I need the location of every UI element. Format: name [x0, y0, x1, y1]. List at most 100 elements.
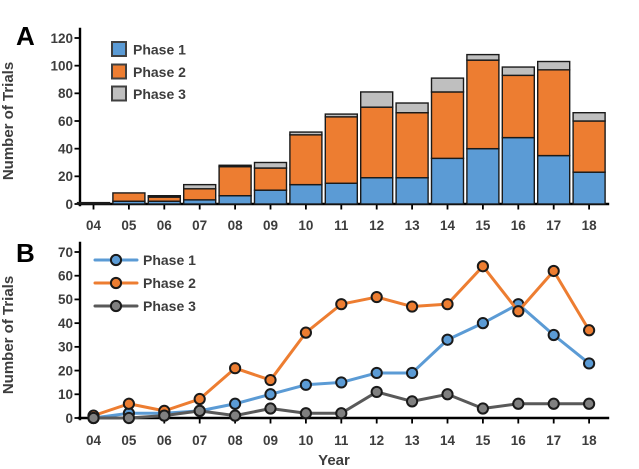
panel-b-y-axis-title: Number of Trials	[0, 276, 17, 394]
x-tick-label: 16	[511, 433, 527, 448]
data-point-marker	[158, 409, 171, 422]
data-point-marker	[335, 376, 348, 389]
legend-swatch	[111, 63, 127, 80]
bar-segment-phase-1	[501, 136, 535, 205]
bar-segment-phase-1	[466, 147, 500, 205]
bar-segment-phase-1	[430, 157, 465, 205]
x-tick-label: 05	[121, 433, 137, 448]
bar-segment-phase-2	[289, 134, 323, 186]
bar-18	[572, 111, 606, 205]
panel-a-letter: A	[16, 21, 35, 51]
x-tick-label: 17	[546, 433, 561, 448]
x-tick-label: 05	[121, 218, 137, 233]
x-tick-label: 17	[546, 218, 561, 233]
data-point-marker	[547, 328, 560, 342]
x-tick-label: 13	[405, 218, 421, 233]
data-point-marker	[335, 407, 348, 420]
y-tick-label: 40	[58, 141, 73, 156]
panel-a-y-axis-title: Number of Trials	[0, 62, 17, 180]
data-point-marker	[441, 388, 454, 401]
x-axis-title: Year	[318, 452, 350, 469]
bar-15	[466, 53, 500, 205]
bar-segment-phase-3	[289, 131, 323, 136]
x-tick-label: 04	[86, 433, 102, 448]
panel-b-chart: B Number of Trials 0 10 20 30 40 50 60 70 04 05 06…	[0, 238, 610, 469]
legend-item-phase-1: Phase 1	[93, 252, 196, 268]
data-point-marker	[476, 402, 489, 415]
x-tick-label: 06	[157, 218, 173, 233]
legend-swatch	[111, 41, 127, 57]
data-point-marker	[476, 317, 489, 330]
bar-segment-phase-2	[253, 167, 288, 191]
x-tick-label: 09	[263, 433, 278, 448]
x-tick-label: 08	[228, 433, 244, 448]
x-tick-label: 18	[582, 433, 598, 448]
legend-item-phase-1: Phase 1	[111, 41, 186, 58]
data-point-marker	[406, 300, 419, 313]
data-point-marker	[299, 378, 312, 391]
data-point-marker	[547, 264, 560, 278]
y-tick-label: 40	[58, 316, 73, 331]
bar-segment-phase-2	[466, 59, 500, 150]
y-tick-label: 30	[58, 340, 73, 355]
y-tick-label: 120	[50, 31, 73, 46]
legend-swatch	[111, 85, 127, 102]
bar-segment-phase-2	[430, 91, 465, 160]
bar-segment-phase-1	[572, 171, 606, 205]
y-tick-label: 0	[65, 411, 73, 426]
bar-segment-phase-1	[253, 189, 288, 205]
bar-segment-phase-3	[430, 77, 465, 93]
bar-segment-phase-2	[537, 69, 571, 157]
x-tick-label: 11	[334, 433, 349, 448]
data-point-marker	[335, 298, 348, 311]
bar-segment-phase-2	[218, 165, 252, 197]
x-tick-label: 18	[582, 218, 598, 233]
y-tick-label: 80	[58, 86, 73, 101]
bar-09	[253, 161, 288, 205]
bar-segment-phase-1	[360, 177, 394, 205]
data-point-marker	[264, 388, 277, 401]
bar-17	[537, 60, 571, 205]
y-tick-label: 100	[50, 58, 73, 73]
bar-13	[395, 102, 429, 205]
bar-segment-phase-3	[501, 66, 535, 77]
bar-12	[360, 91, 394, 205]
data-point-marker	[583, 397, 596, 410]
x-tick-label: 13	[405, 433, 421, 448]
x-tick-label: 11	[334, 218, 349, 233]
legend-label: Phase 1	[133, 42, 186, 58]
bar-04	[76, 201, 111, 205]
legend-item-phase-2: Phase 2	[93, 275, 196, 291]
bar-segment-phase-3	[324, 113, 358, 118]
bar-segment-phase-1	[324, 182, 358, 205]
data-point-marker	[122, 397, 135, 410]
y-tick-label: 50	[58, 292, 73, 307]
bar-08	[218, 164, 252, 205]
bar-11	[324, 113, 358, 205]
data-point-marker	[264, 373, 277, 387]
data-point-marker	[406, 395, 419, 408]
data-point-marker	[229, 397, 242, 410]
data-point-marker	[441, 298, 454, 311]
data-point-marker	[370, 366, 383, 380]
bar-segment-phase-3	[360, 91, 394, 108]
bar-segment-phase-2	[501, 74, 535, 139]
legend: Phase 1 Phase 2 Phase 3	[111, 41, 186, 102]
y-tick-label: 20	[58, 363, 73, 378]
bar-segment-phase-2	[360, 106, 394, 179]
data-point-marker	[370, 290, 383, 304]
bar-segment-phase-3	[537, 60, 571, 71]
data-point-marker	[229, 362, 242, 375]
x-tick-label: 07	[192, 218, 207, 233]
x-tick-label: 06	[157, 433, 173, 448]
data-point-marker	[87, 411, 100, 425]
bar-segment-phase-1	[289, 183, 323, 205]
bar-10	[289, 131, 323, 205]
y-tick-label: 60	[58, 114, 73, 129]
legend-label: Phase 2	[143, 275, 196, 291]
legend-item-phase-3: Phase 3	[111, 85, 186, 102]
data-point-marker	[299, 326, 312, 339]
bar-segment-phase-2	[76, 201, 111, 205]
panel-b-letter: B	[16, 238, 35, 268]
